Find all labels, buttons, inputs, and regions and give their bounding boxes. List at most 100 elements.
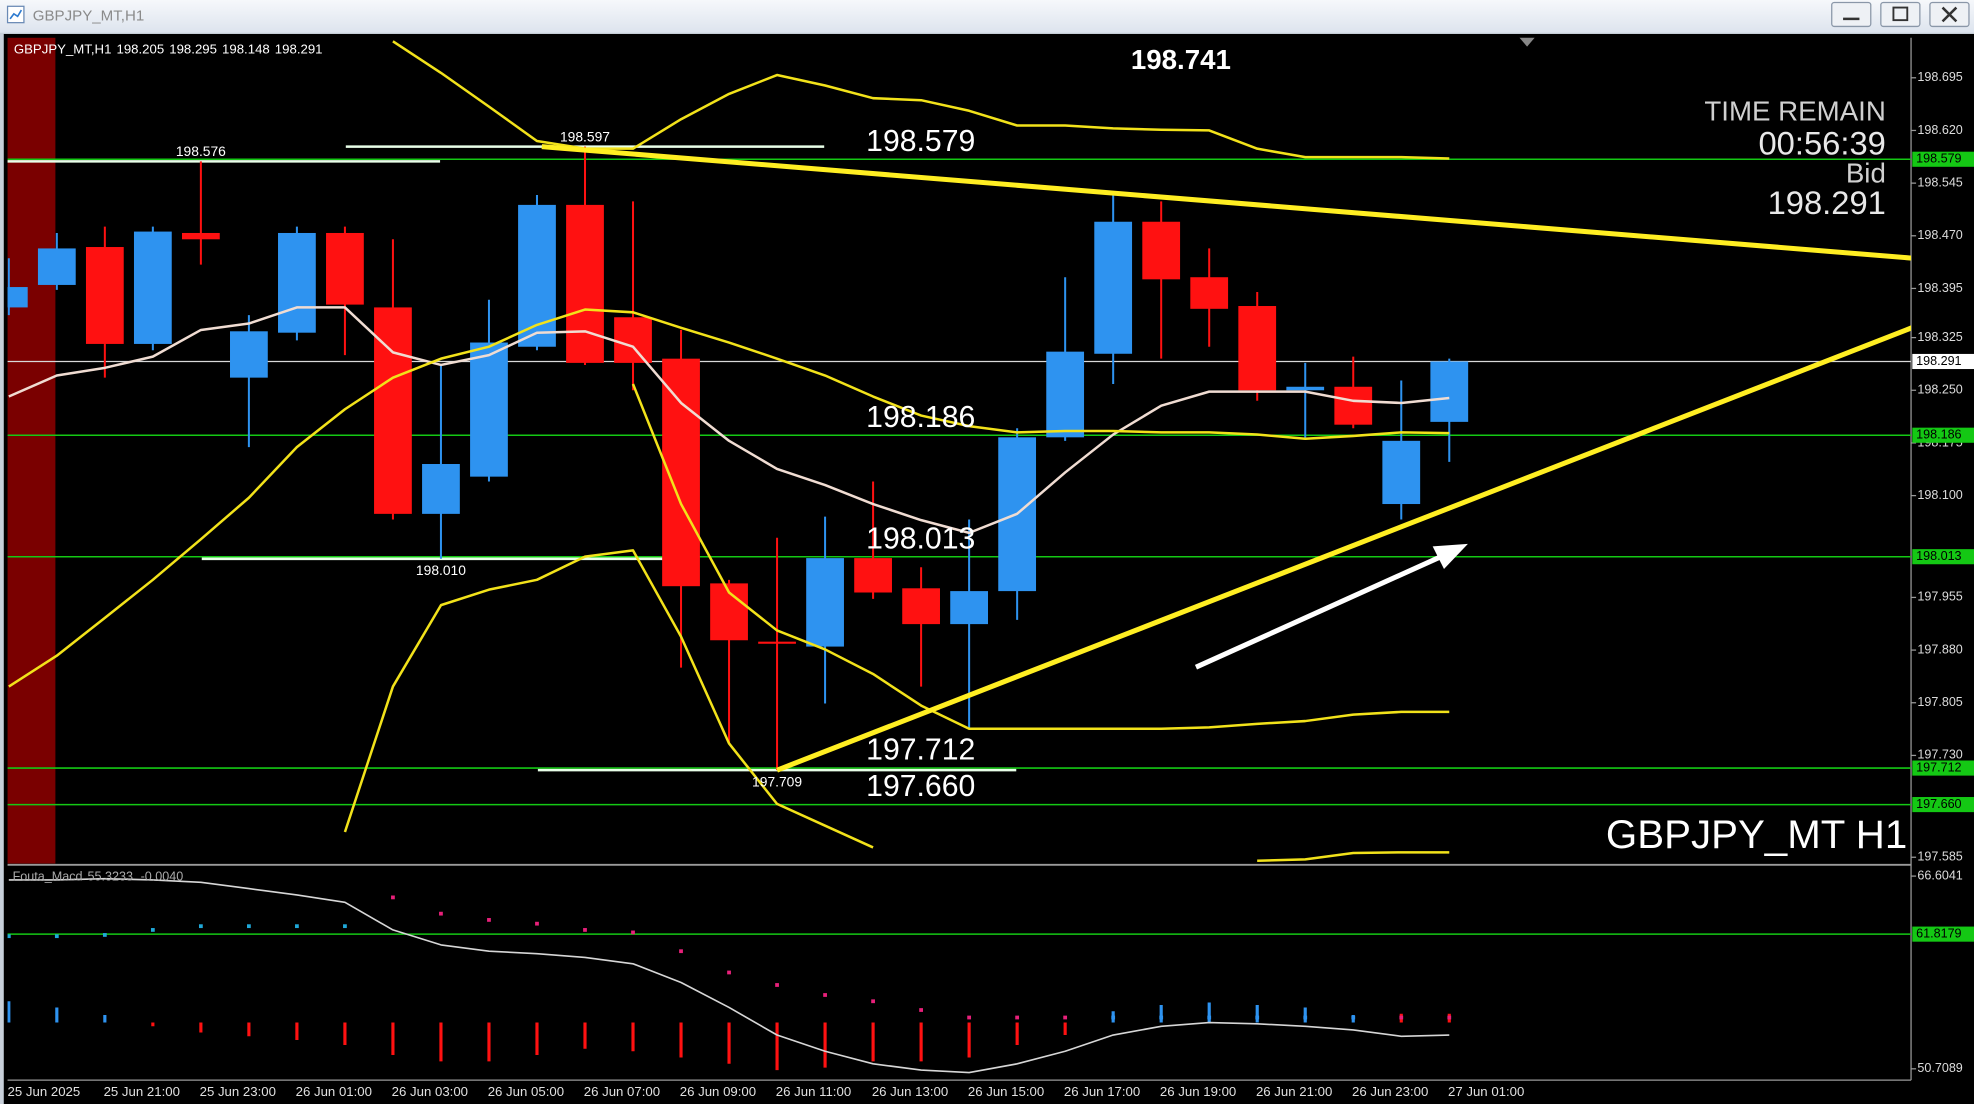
indicator-reading: -0.0040 <box>141 870 184 884</box>
time-remain-label: TIME REMAIN <box>1704 96 1886 127</box>
indicator-dot <box>919 1008 923 1012</box>
indicator-dot <box>631 930 635 935</box>
indicator-dot <box>391 895 395 900</box>
overlay-line <box>343 549 1450 863</box>
restore-button[interactable] <box>1880 1 1921 28</box>
candle-body <box>1094 221 1133 354</box>
top-label: 198.741 <box>1131 44 1231 75</box>
level-tag <box>1912 797 1974 813</box>
y-tick-label: 198.470 <box>1917 228 1962 242</box>
x-tick-label: 26 Jun 13:00 <box>872 1084 948 1099</box>
minimize-button[interactable] <box>1831 1 1872 28</box>
y2-tick-label: 66.6041 <box>1917 868 1962 882</box>
candle-body <box>1382 440 1421 505</box>
x-tick-label: 26 Jun 07:00 <box>584 1084 660 1099</box>
indicator-reading: 55.3233 <box>88 870 133 884</box>
trendline <box>541 144 1912 261</box>
symbol: GBPJPY_MT,H1 <box>14 42 112 57</box>
session-shade <box>7 37 56 864</box>
indicator-dot <box>583 928 587 932</box>
candle-body <box>326 232 364 305</box>
info-close: 198.291 <box>275 42 323 57</box>
indicator-dot <box>967 1015 972 1020</box>
candle-body <box>1190 277 1229 309</box>
indicator-dot <box>1015 1015 1020 1020</box>
level-tag <box>1912 427 1974 443</box>
main-pane <box>7 40 1912 863</box>
indicator-dot <box>1399 1015 1404 1020</box>
axes: 198.695 198.620 198.545 198.470 198.395 198.3… <box>8 70 1974 1099</box>
level-tag <box>1912 760 1974 776</box>
indicator-dot <box>1207 1015 1212 1020</box>
close-glyph <box>1941 6 1958 23</box>
x-tick-label: 26 Jun 21:00 <box>1256 1084 1332 1099</box>
y-tick-label: 197.730 <box>1917 748 1962 762</box>
candle-body <box>1286 386 1325 391</box>
overlay-line <box>392 40 1450 160</box>
indicator-dot <box>1111 1015 1116 1020</box>
indicator-dot <box>102 933 107 937</box>
y-tick-label: 198.250 <box>1917 383 1962 397</box>
x-tick-label: 26 Jun 03:00 <box>392 1084 468 1099</box>
trend-arrow <box>1194 554 1443 670</box>
overlay-line <box>8 308 1450 688</box>
candle-body <box>1334 386 1373 425</box>
symbol-info: GBPJPY_MT,H1 198.205 198.295 198.148 198.291 <box>14 42 323 57</box>
candle-body <box>1046 351 1085 438</box>
indicator-dot <box>535 921 539 926</box>
indicator-dot <box>54 934 59 939</box>
indicator-dot <box>439 911 443 916</box>
candle-body <box>37 248 76 285</box>
y-tick-label: 198.325 <box>1917 330 1962 344</box>
y-tick-label: 198.395 <box>1917 281 1962 295</box>
candle-body <box>902 588 940 625</box>
x-tick-label: 26 Jun 17:00 <box>1064 1084 1140 1099</box>
level-label: 198.579 <box>866 125 975 158</box>
indicator-dot <box>1447 1015 1452 1020</box>
candle-body <box>85 247 124 344</box>
indicator-level-label: 61.8179 <box>1916 926 1961 940</box>
x-tick-label: 26 Jun 15:00 <box>968 1084 1044 1099</box>
indicator-dot <box>727 970 731 975</box>
level-label: 197.660 <box>866 770 975 803</box>
candle-body <box>1238 306 1277 391</box>
x-tick-label: 25 Jun 21:00 <box>104 1084 180 1099</box>
candle-body <box>566 204 604 363</box>
indicator-dot <box>1159 1015 1164 1020</box>
swing-label: 198.010 <box>416 562 466 578</box>
indicator-dot <box>1255 1015 1260 1020</box>
y-tick-label: 198.100 <box>1917 488 1962 502</box>
window-title: GBPJPY_MT,H1 <box>33 7 145 24</box>
indicator-title: Fouta_Macd <box>13 870 83 884</box>
bid-label: Bid <box>1846 157 1886 188</box>
trend-arrow-head <box>1432 543 1468 569</box>
indicator-dot <box>1063 1015 1068 1020</box>
level-tag-label: 198.579 <box>1916 152 1961 166</box>
level-tag-label: 198.013 <box>1916 549 1961 563</box>
swing-label: 198.597 <box>560 128 610 144</box>
level-tag-label: 197.712 <box>1916 760 1961 774</box>
indicator-dot <box>871 999 875 1004</box>
title-bar <box>0 0 1974 33</box>
x-tick-label: 27 Jun 01:00 <box>1448 1084 1524 1099</box>
indicator-dot <box>295 924 299 929</box>
y-tick-label: 197.955 <box>1917 590 1962 604</box>
indicator-dot <box>823 993 827 997</box>
trendline <box>776 325 1912 773</box>
x-tick-label: 25 Jun 23:00 <box>200 1084 276 1099</box>
candle-body <box>806 558 844 647</box>
level-label: 197.712 <box>866 734 975 767</box>
candle-body <box>518 204 556 347</box>
candle-body <box>230 331 268 378</box>
indicator-header: Fouta_Macd 55.3233 -0.0040 <box>13 870 184 884</box>
x-tick-label: 25 Jun 2025 <box>8 1084 81 1099</box>
info-low: 198.148 <box>222 42 270 57</box>
bid-value: 198.291 <box>1768 184 1886 221</box>
y2-tick-label: 50.7089 <box>1917 1061 1962 1075</box>
x-tick-label: 26 Jun 01:00 <box>296 1084 372 1099</box>
info-open: 198.205 <box>116 42 164 57</box>
x-tick-label: 26 Jun 11:00 <box>776 1084 851 1099</box>
indicator-dot <box>487 918 491 922</box>
